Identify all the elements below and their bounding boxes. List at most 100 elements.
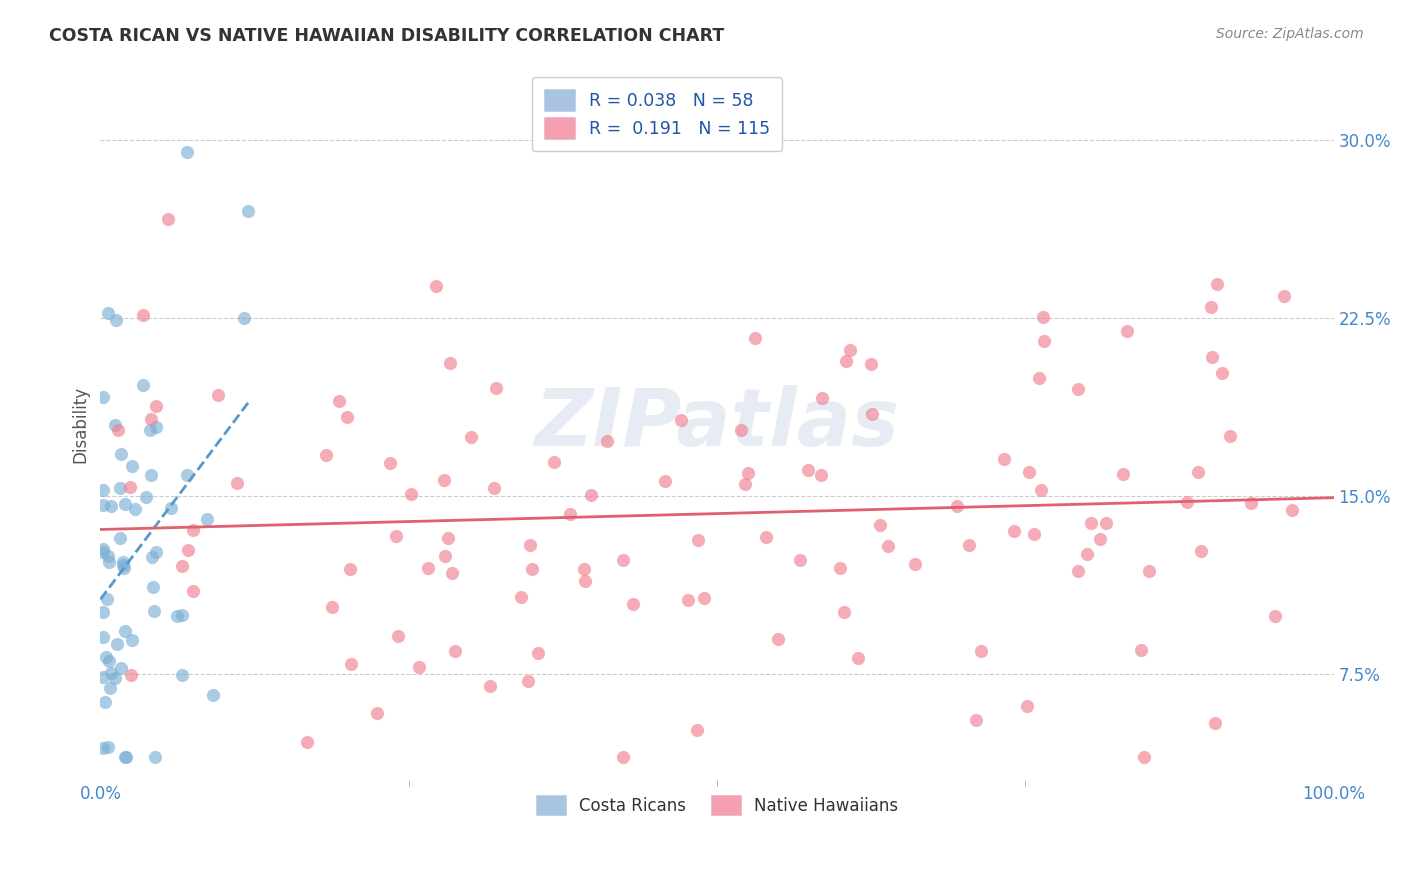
Point — [121, 459, 143, 474]
Point — [110, 481, 132, 495]
Point — [1130, 642, 1153, 657]
Point — [1111, 467, 1133, 482]
Point — [1206, 277, 1229, 291]
Point — [828, 560, 851, 574]
Point — [478, 679, 501, 693]
Point — [97, 305, 120, 319]
Point — [1199, 300, 1222, 314]
Point — [654, 474, 676, 488]
Point — [433, 473, 456, 487]
Point — [869, 518, 891, 533]
Point — [114, 561, 136, 575]
Point — [97, 655, 120, 669]
Point — [1137, 564, 1160, 578]
Point — [114, 749, 136, 764]
Point — [91, 390, 114, 404]
Point — [238, 203, 260, 218]
Point — [796, 463, 818, 477]
Legend: Costa Ricans, Native Hawaiians: Costa Ricans, Native Hawaiians — [526, 785, 908, 825]
Point — [98, 681, 121, 695]
Point — [737, 466, 759, 480]
Point — [97, 549, 120, 564]
Point — [877, 539, 900, 553]
Point — [439, 356, 461, 370]
Point — [810, 391, 832, 405]
Point — [734, 477, 756, 491]
Point — [166, 609, 188, 624]
Point — [170, 608, 193, 623]
Point — [141, 468, 163, 483]
Point — [131, 378, 153, 392]
Point — [315, 448, 337, 462]
Point — [321, 600, 343, 615]
Point — [730, 423, 752, 437]
Point — [139, 423, 162, 437]
Point — [201, 688, 224, 702]
Point — [621, 597, 644, 611]
Point — [145, 420, 167, 434]
Point — [1090, 532, 1112, 546]
Point — [94, 695, 117, 709]
Text: COSTA RICAN VS NATIVE HAWAIIAN DISABILITY CORRELATION CHART: COSTA RICAN VS NATIVE HAWAIIAN DISABILIT… — [49, 27, 724, 45]
Point — [107, 423, 129, 437]
Point — [100, 499, 122, 513]
Point — [1211, 366, 1233, 380]
Point — [671, 412, 693, 426]
Point — [170, 668, 193, 682]
Point — [225, 475, 247, 490]
Point — [93, 545, 115, 559]
Point — [810, 467, 832, 482]
Point — [1076, 547, 1098, 561]
Point — [176, 468, 198, 483]
Point — [399, 486, 422, 500]
Point — [558, 508, 581, 522]
Point — [526, 646, 548, 660]
Point — [195, 512, 218, 526]
Point — [183, 523, 205, 537]
Point — [378, 456, 401, 470]
Point — [143, 604, 166, 618]
Point — [91, 631, 114, 645]
Point — [114, 624, 136, 638]
Point — [110, 660, 132, 674]
Point — [425, 279, 447, 293]
Point — [693, 591, 716, 606]
Point — [482, 481, 505, 495]
Point — [387, 629, 409, 643]
Point — [1132, 749, 1154, 764]
Point — [114, 497, 136, 511]
Text: Source: ZipAtlas.com: Source: ZipAtlas.com — [1216, 27, 1364, 41]
Point — [517, 673, 540, 688]
Point — [142, 580, 165, 594]
Point — [572, 562, 595, 576]
Point — [132, 308, 155, 322]
Point — [1002, 524, 1025, 539]
Point — [859, 357, 882, 371]
Point — [1015, 699, 1038, 714]
Point — [297, 735, 319, 749]
Point — [233, 311, 256, 326]
Point — [145, 545, 167, 559]
Point — [1204, 715, 1226, 730]
Point — [145, 399, 167, 413]
Point — [110, 447, 132, 461]
Point — [596, 434, 619, 448]
Point — [98, 555, 121, 569]
Point — [1281, 502, 1303, 516]
Point — [1264, 608, 1286, 623]
Point — [112, 555, 135, 569]
Point — [766, 632, 789, 647]
Point — [141, 412, 163, 426]
Point — [1080, 516, 1102, 530]
Point — [91, 741, 114, 756]
Point — [105, 637, 128, 651]
Point — [160, 500, 183, 515]
Point — [1240, 496, 1263, 510]
Point — [416, 561, 439, 575]
Point — [91, 483, 114, 497]
Point — [1032, 310, 1054, 325]
Point — [440, 566, 463, 581]
Point — [97, 739, 120, 754]
Point — [1115, 324, 1137, 338]
Point — [1201, 351, 1223, 365]
